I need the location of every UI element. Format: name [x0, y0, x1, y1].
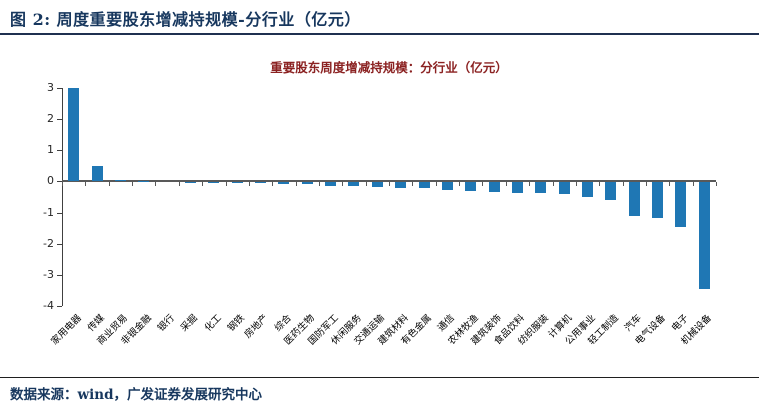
bar-公用事业: [582, 182, 594, 197]
x-axis-category-label-text: 银行: [155, 312, 177, 334]
x-axis-tick: [318, 182, 320, 187]
y-axis-tick: [57, 181, 62, 183]
x-axis-tick: [62, 182, 63, 187]
x-axis-tick: [202, 182, 204, 187]
y-axis-tick-label: 3: [47, 81, 54, 94]
x-axis-tick: [645, 182, 647, 187]
chart-title: 重要股东周度增减持规模：分行业（亿元）: [270, 60, 508, 75]
bar-商业贸易: [114, 180, 126, 182]
bar-建筑材料: [395, 182, 407, 189]
x-axis-tick: [132, 182, 134, 187]
y-axis-line: [62, 88, 63, 306]
x-axis-line: [62, 180, 716, 183]
y-axis-tick-label: 1: [47, 143, 54, 157]
x-axis-tick: [552, 182, 554, 187]
x-axis-tick: [575, 182, 577, 187]
x-axis-tick: [272, 182, 274, 187]
x-axis-tick: [108, 182, 110, 187]
y-axis-tick-label: -3: [43, 267, 54, 281]
y-axis-tick-label: 2: [47, 112, 54, 126]
bar-机械设备: [698, 182, 710, 289]
bar-医药生物: [301, 182, 313, 184]
x-axis-tick: [435, 182, 437, 187]
x-axis-tick: [342, 182, 344, 187]
x-axis-category-label-text: 家用电器: [48, 312, 84, 348]
x-axis-category-label-text: 化工: [202, 312, 224, 334]
y-axis-tick-label: 0: [47, 174, 54, 188]
bar-农林牧渔: [465, 182, 477, 192]
y-axis-tick-label: -2: [43, 236, 54, 250]
x-axis-tick: [529, 182, 531, 187]
y-axis-tick: [57, 274, 62, 276]
x-axis-tick: [248, 182, 250, 187]
y-axis-tick: [57, 243, 62, 245]
x-axis-category-label-text: 采掘: [179, 312, 201, 334]
bar-综合: [278, 182, 290, 184]
x-axis-tick: [622, 182, 624, 187]
data-source: 数据来源：wind，广发证券发展研究中心: [10, 387, 263, 403]
x-axis-category-label-text: 房地产: [242, 312, 271, 341]
bar-休闲服务: [348, 182, 360, 187]
x-axis-tick: [459, 182, 461, 187]
x-axis-tick: [365, 182, 367, 187]
x-axis-tick: [599, 182, 601, 187]
x-axis-tick: [389, 182, 390, 187]
y-axis-tick-label: -1: [43, 205, 54, 219]
bar-家用电器: [68, 88, 80, 182]
footer-divider: [0, 377, 759, 378]
x-axis-tick: [295, 182, 297, 187]
x-axis-tick: [482, 182, 484, 187]
x-axis-tick: [85, 182, 87, 187]
bar-计算机: [558, 182, 570, 194]
x-axis-tick: [412, 182, 414, 187]
bar-国防军工: [325, 182, 337, 186]
y-axis-tick-label: -4: [43, 299, 54, 312]
x-axis-tick: [155, 182, 157, 187]
x-axis-tick: [692, 182, 694, 187]
x-axis-tick: [669, 182, 671, 187]
bar-房地产: [255, 182, 267, 184]
bar-汽车: [628, 182, 640, 217]
bar-食品饮料: [511, 182, 523, 193]
y-axis-tick: [57, 306, 62, 307]
header-divider: [0, 33, 759, 35]
bar-建筑装饰: [488, 182, 500, 193]
x-axis-tick: [505, 182, 507, 187]
bar-传媒: [91, 165, 103, 182]
bar-电气设备: [652, 182, 664, 218]
bar-有色金属: [418, 182, 430, 189]
bar-电子: [675, 182, 687, 227]
y-axis-tick: [57, 150, 62, 152]
bar-轻工制造: [605, 182, 617, 200]
x-axis-tick: [225, 182, 227, 187]
figure-title: 图 2: 周度重要股东增减持规模-分行业（亿元）: [10, 10, 361, 29]
y-axis-tick: [57, 212, 62, 214]
y-axis-tick: [57, 119, 62, 121]
bar-通信: [441, 182, 453, 190]
bar-交通运输: [371, 182, 383, 188]
bar-钢铁: [231, 182, 243, 184]
bar-纺织服装: [535, 182, 547, 193]
x-axis-tick: [716, 182, 717, 187]
x-axis-tick: [178, 182, 180, 187]
y-axis-tick: [57, 88, 62, 89]
